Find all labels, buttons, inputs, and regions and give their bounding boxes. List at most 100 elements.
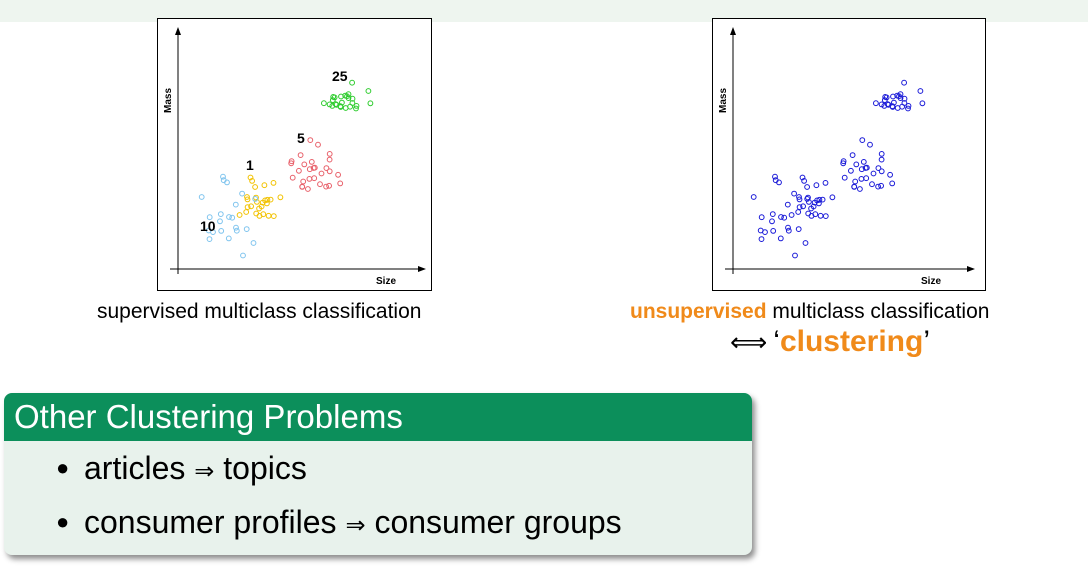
data-point xyxy=(232,201,239,208)
data-point xyxy=(758,214,765,221)
data-point xyxy=(808,205,814,212)
data-point xyxy=(311,164,318,171)
data-point xyxy=(781,214,788,221)
data-point xyxy=(249,178,255,184)
data-point xyxy=(867,141,873,148)
data-point xyxy=(342,105,349,111)
unsupervised-caption: unsupervised multiclass classification xyxy=(630,300,989,324)
data-point xyxy=(256,205,262,212)
data-point xyxy=(758,236,765,243)
y-axis-label: Mass xyxy=(163,88,174,113)
data-point xyxy=(791,190,797,197)
data-point xyxy=(878,168,885,175)
data-point xyxy=(858,176,865,182)
data-point xyxy=(901,79,908,86)
data-point xyxy=(822,213,829,220)
data-point xyxy=(335,171,342,178)
data-point xyxy=(848,167,854,174)
data-point xyxy=(252,196,259,202)
data-point xyxy=(869,181,875,188)
data-point xyxy=(770,228,777,234)
data-point xyxy=(262,197,268,204)
x-axis-arrow xyxy=(418,266,426,272)
data-point xyxy=(252,184,258,190)
data-point xyxy=(875,165,882,172)
data-point xyxy=(800,203,806,210)
data-point xyxy=(240,252,246,259)
data-point xyxy=(878,101,885,108)
data-point xyxy=(233,227,240,234)
data-point xyxy=(860,159,867,165)
data-point xyxy=(805,210,812,217)
data-point xyxy=(244,196,251,203)
data-point xyxy=(206,236,213,243)
data-point xyxy=(289,174,296,181)
data-point xyxy=(226,214,232,220)
data-point xyxy=(296,167,302,174)
implies-arrow-icon: ⇒ xyxy=(345,511,366,539)
data-point xyxy=(777,235,784,242)
data-point xyxy=(769,218,775,225)
item-to: consumer groups xyxy=(374,504,622,540)
data-point xyxy=(321,100,327,107)
supervised-scatter-plot: Mass Size 25 5 1 10 xyxy=(157,18,432,291)
data-point xyxy=(318,170,325,177)
cluster-label-10: 10 xyxy=(200,218,216,234)
problem-list: ● articles ⇒ topics ● consumer profiles … xyxy=(4,441,752,549)
bullet-icon: ● xyxy=(56,455,70,480)
implies-arrow-icon: ⇒ xyxy=(194,457,215,485)
unsupervised-highlight: unsupervised xyxy=(630,300,767,323)
data-point xyxy=(277,194,284,201)
data-point xyxy=(870,170,877,177)
cluster-label-25: 25 xyxy=(332,68,348,84)
data-point xyxy=(218,228,225,234)
data-point xyxy=(264,196,271,203)
top-band xyxy=(0,0,1088,22)
data-point xyxy=(887,171,894,178)
data-point xyxy=(819,196,826,203)
data-point xyxy=(265,212,272,219)
data-point xyxy=(785,224,791,231)
other-clustering-problems-block: Other Clustering Problems ● articles ⇒ t… xyxy=(4,393,752,555)
data-point xyxy=(859,137,866,143)
item-from: consumer profiles xyxy=(84,504,337,540)
data-point xyxy=(353,105,359,112)
x-axis-label: Size xyxy=(921,276,941,287)
data-point xyxy=(206,214,213,221)
data-point xyxy=(326,168,333,175)
data-point xyxy=(792,252,798,259)
data-point xyxy=(243,226,250,233)
y-axis-arrow xyxy=(730,27,736,35)
data-point xyxy=(884,101,891,107)
data-point xyxy=(795,209,802,215)
data-point xyxy=(317,181,323,188)
data-point xyxy=(365,88,372,94)
data-point xyxy=(894,92,901,99)
data-point xyxy=(814,197,820,204)
data-point xyxy=(349,95,356,102)
data-point xyxy=(816,196,823,203)
data-point xyxy=(917,88,924,94)
data-point xyxy=(919,100,926,107)
data-point xyxy=(326,151,333,157)
data-point xyxy=(817,212,824,219)
data-point xyxy=(878,156,885,163)
data-point xyxy=(822,180,829,186)
data-point xyxy=(315,141,321,148)
data-point xyxy=(307,137,314,143)
data-point xyxy=(849,152,856,159)
data-point xyxy=(198,194,205,200)
data-point xyxy=(326,182,333,189)
data-point xyxy=(841,174,848,181)
data-point xyxy=(796,196,803,203)
data-point xyxy=(881,97,888,103)
data-point xyxy=(308,159,315,165)
data-point xyxy=(901,95,908,102)
data-point xyxy=(750,194,757,200)
unsupervised-scatter-svg: Mass Size xyxy=(718,27,975,287)
data-point xyxy=(288,158,295,165)
supervised-caption: supervised multiclass classification xyxy=(97,300,422,323)
data-point xyxy=(236,212,243,218)
data-point xyxy=(323,165,330,172)
data-point xyxy=(367,100,374,107)
